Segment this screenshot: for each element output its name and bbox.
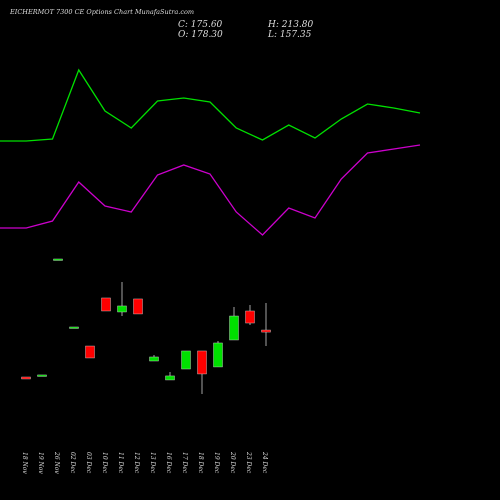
candle-body [261, 329, 271, 333]
candle-body [53, 258, 63, 261]
candle-body [21, 376, 31, 380]
indicator-line [0, 144, 421, 236]
info-open: O: 178.30 [178, 30, 223, 40]
candle-body [181, 350, 191, 370]
candle-body [229, 315, 239, 341]
info-high: H: 213.80 [267, 20, 314, 30]
x-tick-label: 13 Dec [149, 452, 156, 474]
candle-body [245, 310, 255, 324]
x-tick-label: 16 Dec [165, 452, 172, 474]
info-low: L: 157.35 [267, 30, 312, 40]
x-tick-label: 24 Dec [261, 451, 268, 474]
x-tick-label: 26 Nov [53, 451, 60, 474]
x-tick-label: 03 Dec [85, 452, 92, 474]
x-tick-label: 11 Dec [117, 452, 124, 474]
x-tick-label: 02 Dec [69, 452, 76, 474]
candle-body [213, 342, 223, 368]
x-tick-label: 12 Dec [133, 452, 140, 474]
x-tick-label: 19 Nov [37, 452, 44, 474]
candle-body [197, 350, 207, 375]
x-tick-label: 17 Dec [181, 452, 188, 474]
candle-body [37, 374, 47, 377]
x-tick-label: 18 Nov [21, 452, 28, 474]
candle-body [133, 298, 143, 315]
chart-title: EICHERMOT 7300 CE Options Chart MunafaSu… [9, 8, 194, 16]
candle-body [117, 305, 127, 313]
candle-body [165, 375, 175, 381]
x-tick-label: 20 Dec [229, 451, 236, 474]
candle-body [149, 356, 159, 362]
x-tick-label: 10 Dec [101, 452, 108, 474]
indicator-line [0, 68, 421, 142]
candle-body [101, 297, 111, 312]
candle-body [69, 326, 79, 329]
info-close: C: 175.60 [178, 20, 223, 30]
x-tick-label: 18 Dec [197, 452, 204, 474]
x-tick-label: 19 Dec [213, 452, 220, 474]
candle-body [85, 345, 95, 359]
x-tick-label: 23 Dec [245, 451, 252, 474]
